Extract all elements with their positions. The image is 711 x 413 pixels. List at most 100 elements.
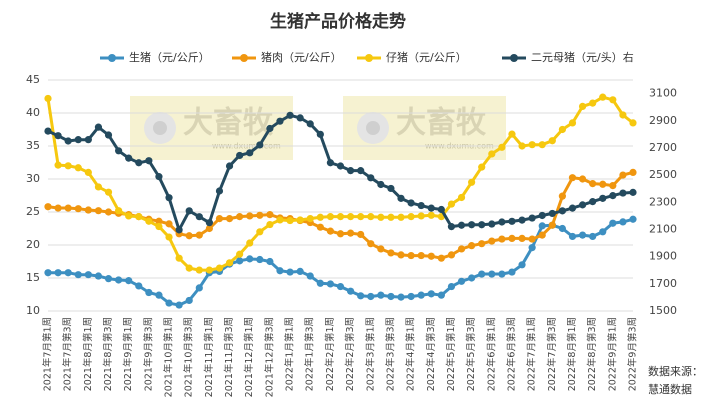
x-tick-label: 2021年12月第3周 — [263, 317, 275, 397]
data-point — [468, 221, 476, 229]
data-point — [548, 137, 556, 145]
data-point — [54, 269, 62, 277]
data-point — [236, 213, 244, 221]
data-point — [377, 213, 385, 221]
data-point — [125, 212, 133, 220]
data-point — [104, 131, 113, 139]
data-point — [165, 220, 173, 228]
data-point — [185, 264, 193, 272]
data-point — [44, 203, 52, 211]
data-point — [145, 157, 153, 165]
data-point — [508, 234, 516, 242]
data-point — [488, 237, 496, 245]
data-point — [407, 292, 415, 301]
data-point — [94, 207, 103, 215]
x-tick-label: 2021年12月第1周 — [243, 317, 255, 397]
data-point — [205, 219, 213, 227]
data-point — [589, 198, 597, 206]
x-tick-label: 2022年5月第3周 — [465, 317, 477, 391]
data-point — [64, 162, 72, 170]
data-point — [478, 221, 486, 229]
data-point — [568, 232, 577, 241]
data-point — [538, 222, 546, 230]
source-note: 慧通数据 — [648, 382, 692, 396]
y-tick-label: 30 — [26, 172, 40, 185]
data-point — [44, 127, 52, 135]
data-point — [397, 293, 405, 301]
y-tick-label: 20 — [26, 238, 40, 251]
data-point — [246, 255, 254, 263]
x-tick-label: 2022年9月第1周 — [606, 317, 618, 391]
data-point — [185, 207, 193, 215]
data-point — [589, 180, 597, 188]
data-point — [246, 239, 254, 247]
data-point — [518, 142, 526, 150]
data-point — [225, 259, 234, 267]
data-point — [155, 222, 163, 231]
data-point — [326, 159, 335, 167]
y-tick-label: 45 — [26, 73, 40, 86]
y2-tick-label: 2700 — [649, 141, 677, 154]
data-point — [316, 279, 324, 287]
data-point — [236, 257, 244, 265]
y2-tick-label: 2100 — [649, 222, 677, 235]
data-point — [74, 136, 82, 144]
plot-grid — [48, 79, 633, 312]
data-point — [437, 205, 445, 214]
data-point — [276, 267, 284, 275]
data-point — [619, 171, 627, 179]
data-point — [417, 201, 425, 210]
legend-swatch — [365, 54, 373, 62]
data-point — [316, 130, 324, 138]
data-point — [54, 132, 62, 140]
data-point — [427, 290, 435, 298]
data-point — [336, 213, 345, 221]
data-point — [205, 266, 213, 274]
data-point — [528, 141, 536, 149]
data-point — [225, 215, 234, 223]
data-point — [326, 227, 335, 235]
watermark-text: 大畜牧 — [396, 106, 487, 141]
data-point — [246, 212, 254, 220]
data-point — [508, 217, 516, 225]
data-point — [296, 267, 304, 275]
data-point — [357, 213, 365, 221]
data-point — [225, 162, 234, 170]
data-point — [104, 275, 113, 283]
data-point — [115, 207, 123, 215]
data-point — [84, 136, 92, 144]
data-point — [578, 201, 587, 209]
data-point — [367, 174, 375, 182]
x-tick-label: 2022年3月第1周 — [364, 317, 376, 391]
data-point — [578, 231, 587, 239]
x-tick-label: 2021年11月第3周 — [223, 317, 235, 397]
y2-tick-label: 1900 — [649, 250, 677, 263]
data-point — [457, 193, 466, 202]
data-point — [94, 272, 103, 280]
data-point — [104, 208, 113, 216]
data-point — [115, 147, 123, 155]
data-point — [195, 231, 203, 239]
data-point — [94, 183, 103, 191]
x-tick-label: 2022年7月第3周 — [546, 317, 558, 391]
data-point — [195, 284, 203, 292]
data-point — [266, 257, 274, 266]
data-point — [316, 213, 324, 221]
data-point — [468, 242, 476, 250]
data-point — [377, 291, 385, 299]
data-point — [599, 228, 607, 236]
data-point — [457, 221, 466, 229]
data-point — [629, 215, 637, 223]
data-point — [498, 143, 506, 151]
data-point — [346, 287, 355, 295]
data-point — [447, 251, 456, 259]
data-point — [417, 212, 425, 220]
x-tick-label: 2021年10月第3周 — [183, 317, 195, 397]
x-tick-label: 2022年1月第3周 — [304, 317, 316, 391]
data-point — [609, 182, 617, 190]
data-point — [306, 272, 314, 280]
data-point — [498, 235, 506, 243]
y-tick-label: 25 — [26, 205, 40, 218]
data-point — [145, 288, 153, 297]
data-point — [609, 192, 617, 200]
